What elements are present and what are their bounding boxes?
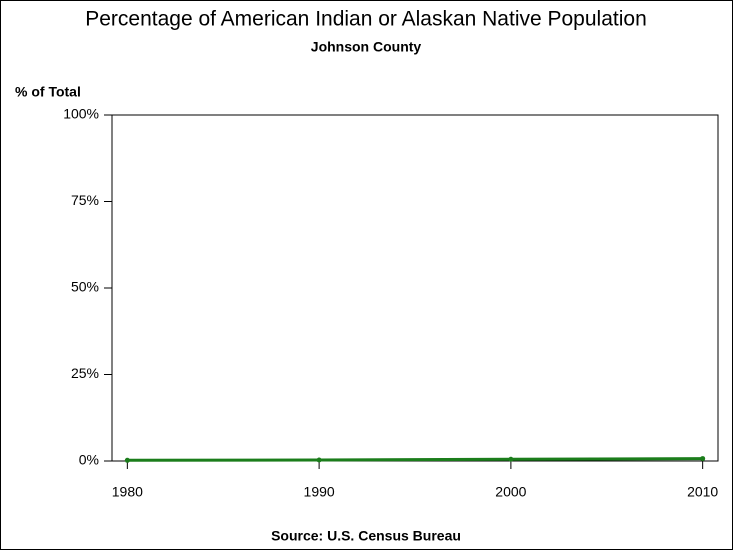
x-tick-label: 2010 <box>687 484 718 500</box>
y-tick-label: 0% <box>79 452 99 468</box>
x-tick-label: 2000 <box>495 484 526 500</box>
y-tick-label: 25% <box>71 365 99 381</box>
chart-title: Percentage of American Indian or Alaskan… <box>85 8 647 31</box>
series-line <box>127 457 703 462</box>
y-tick-label: 75% <box>71 192 99 208</box>
data-point <box>316 457 322 463</box>
chart-subtitle: Johnson County <box>311 39 422 55</box>
x-tick-label: 1990 <box>304 484 335 500</box>
x-tick-label: 1980 <box>112 484 143 500</box>
source: Source: U.S. Census Bureau <box>271 528 461 544</box>
data-point <box>700 456 706 462</box>
data-point <box>124 457 130 463</box>
data-point <box>508 456 514 462</box>
y-axis-label: % of Total <box>15 84 81 100</box>
y-tick-label: 100% <box>63 106 99 122</box>
y-tick-label: 50% <box>71 279 99 295</box>
